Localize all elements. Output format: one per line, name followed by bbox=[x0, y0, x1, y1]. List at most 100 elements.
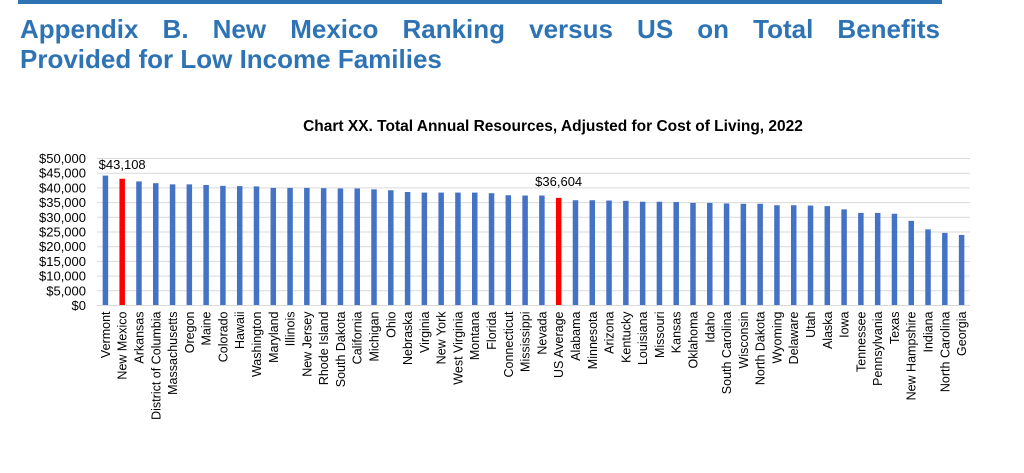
bar-illinois bbox=[287, 187, 293, 306]
x-tick-label: Connecticut bbox=[502, 311, 516, 378]
y-tick-label: $35,000 bbox=[39, 195, 86, 210]
gridlines bbox=[97, 158, 970, 306]
page-title-line2: Provided for Low Income Families bbox=[20, 44, 442, 74]
x-tick-label: Louisiana bbox=[636, 311, 650, 365]
x-tick-label: Arkansas bbox=[132, 312, 146, 364]
bar-south-dakota bbox=[337, 188, 344, 306]
y-tick-label: $15,000 bbox=[39, 254, 86, 269]
x-tick-label: Utah bbox=[804, 311, 818, 337]
x-tick-label: Delaware bbox=[787, 311, 801, 364]
bar-north-carolina bbox=[942, 232, 948, 306]
x-tick-label: Massachusetts bbox=[166, 312, 180, 395]
bar-oregon bbox=[186, 184, 193, 306]
x-tick-label: North Carolina bbox=[938, 311, 952, 392]
bar-alaska bbox=[824, 206, 831, 306]
bar-iowa bbox=[841, 209, 847, 306]
y-tick-label: $25,000 bbox=[39, 225, 86, 240]
bar-georgia bbox=[958, 234, 965, 306]
x-tick-label: Iowa bbox=[838, 311, 852, 337]
bar-kentucky bbox=[623, 200, 629, 306]
x-axis: Vermont New Mexico Arkansas District of Col… bbox=[97, 305, 970, 420]
x-tick-label: Idaho bbox=[703, 311, 717, 342]
bar-ohio bbox=[388, 190, 394, 306]
y-tick-label: $20,000 bbox=[39, 239, 86, 254]
bar-california bbox=[354, 188, 360, 306]
x-tick-label: District of Columbia bbox=[149, 311, 163, 419]
y-tick-label: $5,000 bbox=[46, 283, 86, 298]
bar-delaware bbox=[790, 205, 797, 306]
x-tick-label: Nebraska bbox=[401, 311, 415, 365]
bar-texas bbox=[891, 213, 898, 306]
x-tick-label: New Jersey bbox=[300, 311, 314, 377]
bar-district-of-columbia bbox=[153, 183, 159, 306]
x-tick-label: Virginia bbox=[418, 311, 432, 353]
x-tick-label: Indiana bbox=[922, 311, 936, 352]
x-tick-label: Florida bbox=[485, 311, 499, 349]
x-tick-label: Oklahoma bbox=[686, 311, 700, 368]
bar-louisiana bbox=[639, 201, 646, 306]
x-tick-label: Nevada bbox=[535, 311, 549, 354]
bar-florida bbox=[488, 193, 495, 306]
x-tick-label: Missouri bbox=[653, 312, 667, 359]
x-tick-label: Rhode Island bbox=[317, 311, 331, 385]
bar-indiana bbox=[925, 229, 931, 306]
bar-hawaii bbox=[236, 186, 243, 306]
chart-title: Chart XX. Total Annual Resources, Adjust… bbox=[303, 118, 803, 135]
x-tick-label: Arizona bbox=[603, 311, 617, 353]
bar-missouri bbox=[656, 201, 663, 306]
data-label: $43,108 bbox=[99, 157, 146, 172]
x-tick-label: Maryland bbox=[267, 311, 281, 362]
bar-west-virginia bbox=[455, 192, 461, 306]
x-tick-label: Tennessee bbox=[854, 311, 868, 372]
bar-kansas bbox=[673, 202, 679, 306]
bar-virginia bbox=[421, 192, 428, 306]
bar-washington bbox=[253, 186, 260, 306]
bar-pennsylvania bbox=[874, 212, 881, 306]
bar-vermont bbox=[102, 175, 109, 306]
data-label: $36,604 bbox=[535, 174, 582, 189]
x-tick-label: Wyoming bbox=[770, 311, 784, 363]
bar-wyoming bbox=[774, 205, 780, 306]
x-tick-label: South Dakota bbox=[334, 311, 348, 387]
y-tick-label: $50,000 bbox=[39, 151, 86, 166]
x-tick-label: Illinois bbox=[284, 312, 298, 347]
bar-colorado bbox=[220, 185, 226, 306]
bar-massachusetts bbox=[169, 184, 176, 306]
x-tick-label: Colorado bbox=[216, 311, 230, 362]
page-title: Appendix B. New Mexico Ranking versus US… bbox=[20, 14, 940, 74]
bar-mississippi bbox=[522, 195, 528, 306]
x-tick-label: California bbox=[351, 311, 365, 364]
x-tick-label: Georgia bbox=[955, 311, 969, 356]
bar-maine bbox=[203, 184, 209, 306]
bar-connecticut bbox=[505, 195, 512, 306]
bar-rhode-island bbox=[320, 188, 327, 306]
x-tick-label: New York bbox=[435, 311, 449, 365]
bar-south-carolina bbox=[723, 203, 730, 306]
bar-tennessee bbox=[858, 212, 864, 306]
y-axis: $0$5,000$10,000$15,000$20,000$25,000$30,… bbox=[39, 151, 86, 313]
bars bbox=[102, 175, 965, 306]
bar-nevada bbox=[539, 195, 545, 306]
x-tick-label: Michigan bbox=[368, 311, 382, 361]
bar-montana bbox=[471, 192, 478, 306]
bar-michigan bbox=[371, 189, 377, 306]
bar-new-york bbox=[438, 192, 444, 306]
x-tick-label: Washington bbox=[250, 311, 264, 377]
bar-north-dakota bbox=[757, 203, 763, 306]
x-tick-label: Kansas bbox=[670, 312, 684, 354]
x-tick-label: Texas bbox=[888, 312, 902, 345]
x-tick-label: Hawaii bbox=[233, 312, 247, 350]
x-tick-label: Oregon bbox=[183, 311, 197, 353]
bar-arkansas bbox=[136, 181, 142, 306]
bar-nebraska bbox=[404, 192, 411, 306]
x-tick-label: Minnesota bbox=[586, 311, 600, 369]
y-tick-label: $30,000 bbox=[39, 210, 86, 225]
bar-minnesota bbox=[589, 200, 596, 306]
x-tick-label: New Mexico bbox=[116, 311, 130, 379]
bar-utah bbox=[807, 205, 814, 306]
x-tick-label: Montana bbox=[468, 311, 482, 360]
bar-maryland bbox=[270, 187, 277, 306]
x-tick-label: West Virginia bbox=[451, 311, 465, 384]
x-tick-label: Ohio bbox=[384, 311, 398, 337]
